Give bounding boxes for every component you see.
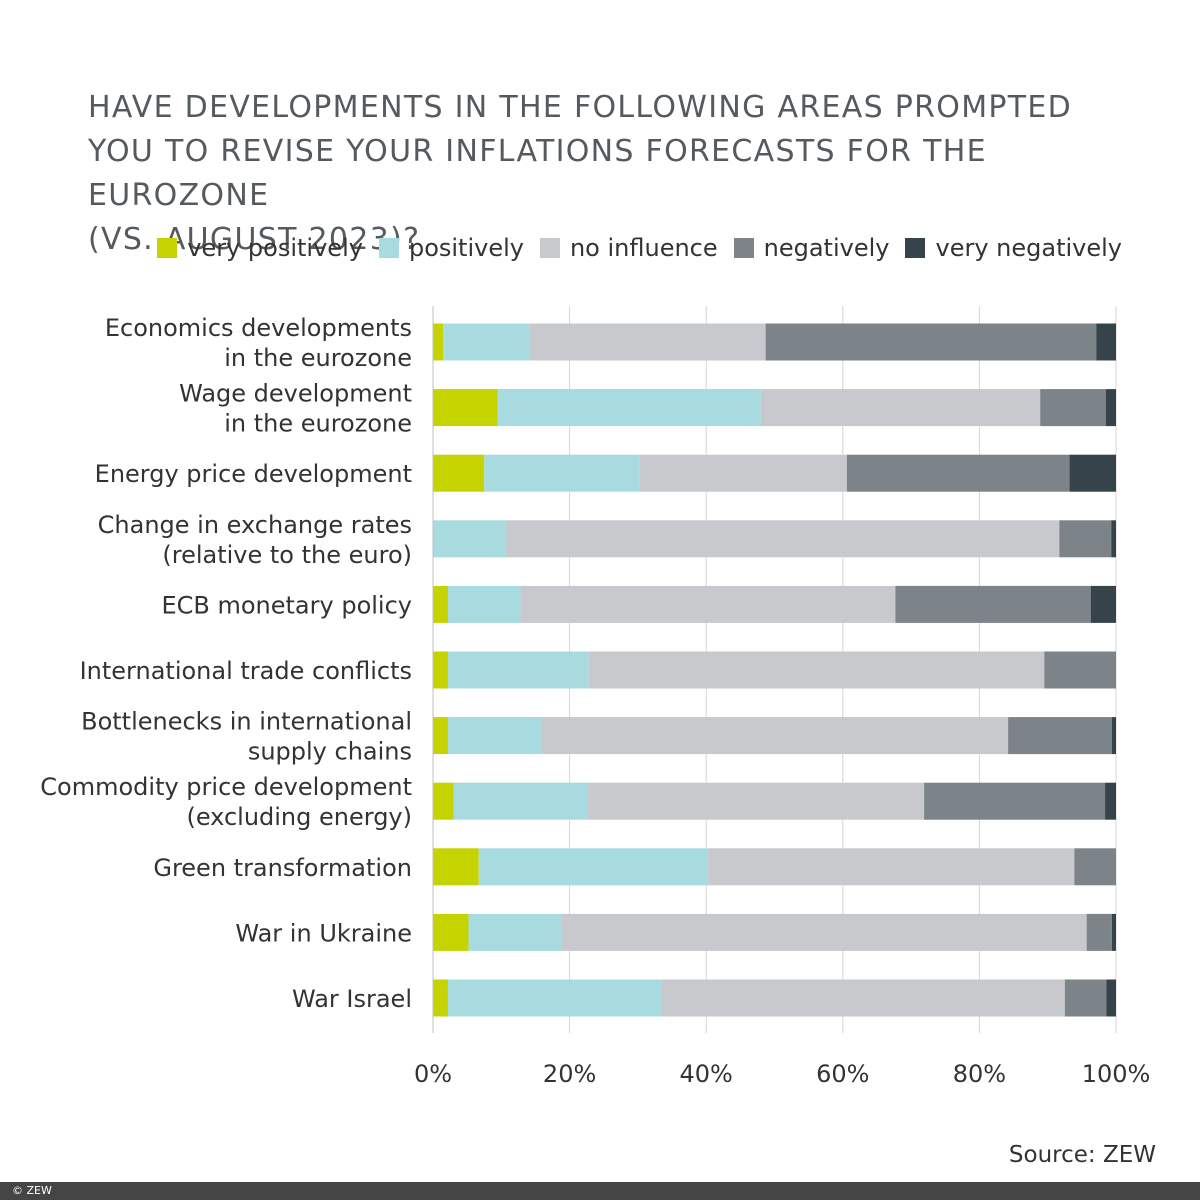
legend-item-no-influence: no influence — [539, 234, 718, 262]
bar-segment-negatively — [1086, 913, 1112, 951]
bar-segment-very-negatively — [1111, 913, 1116, 951]
bar-segment-positively — [448, 979, 662, 1017]
copyright-text: © ZEW — [12, 1184, 52, 1197]
category-label: ECB monetary policy — [161, 591, 412, 619]
bar-segment-positively — [443, 323, 530, 361]
bar-segment-negatively — [846, 454, 1070, 492]
bar-segment-very-positively — [433, 782, 454, 820]
x-tick-label: 0% — [414, 1060, 452, 1088]
legend-label-negatively: negatively — [763, 234, 890, 262]
bar-segment-very-negatively — [1111, 717, 1116, 755]
category-label: International trade conflicts — [80, 657, 412, 685]
legend-label-very-positively: very positively — [187, 234, 363, 262]
title-line-2: YOU TO REVISE YOUR INFLATIONS FORECASTS … — [88, 134, 987, 213]
category-label: (relative to the euro) — [162, 541, 412, 569]
bar-segment-no-influence — [661, 979, 1065, 1017]
bar-segment-no-influence — [588, 782, 925, 820]
x-tick-label: 100% — [1082, 1060, 1151, 1088]
source-note: Source: ZEW — [1008, 1142, 1156, 1168]
bar-segment-negatively — [1059, 520, 1112, 558]
bar-segment-very-negatively — [1111, 520, 1116, 558]
legend-item-very-negatively: very negatively — [905, 234, 1122, 262]
category-label: War Israel — [292, 985, 412, 1013]
bar-segment-positively — [497, 389, 761, 427]
category-label: Change in exchange rates — [98, 511, 412, 539]
bar-segment-positively — [448, 717, 541, 755]
bar-segment-negatively — [1044, 651, 1116, 689]
legend-swatch-positively — [378, 238, 399, 258]
legend-label-positively: positively — [408, 234, 524, 262]
bar-segment-positively — [453, 782, 589, 820]
bar-segment-very-negatively — [1106, 979, 1116, 1017]
bar-segment-very-positively — [433, 848, 479, 886]
category-label: in the eurozone — [224, 344, 412, 372]
category-label: Energy price development — [95, 460, 412, 488]
bar-segment-very-negatively — [1105, 389, 1116, 427]
bar-segment-no-influence — [540, 717, 1009, 755]
legend-item-positively: positively — [378, 234, 524, 262]
bar-segment-very-positively — [433, 454, 485, 492]
bar-segment-no-influence — [520, 585, 896, 623]
bar-segment-no-influence — [505, 520, 1060, 558]
bar-segment-very-positively — [433, 585, 449, 623]
bar-segment-very-positively — [433, 979, 449, 1017]
bar-segment-very-negatively — [1096, 323, 1116, 361]
bar-segment-positively — [433, 520, 506, 558]
category-label: War in Ukraine — [235, 919, 412, 947]
bar-segment-very-positively — [433, 913, 469, 951]
category-label: Economics developments — [105, 314, 412, 342]
bar-segment-very-negatively — [1105, 782, 1116, 820]
bar-segment-positively — [448, 651, 589, 689]
chart-title: HAVE DEVELOPMENTS IN THE FOLLOWING AREAS… — [88, 86, 1168, 262]
bar-segment-negatively — [895, 585, 1091, 623]
category-label: supply chains — [248, 738, 412, 766]
copyright-bar: © ZEW — [0, 1182, 1200, 1200]
title-line-1: HAVE DEVELOPMENTS IN THE FOLLOWING AREAS… — [88, 90, 1073, 125]
bar-segment-negatively — [924, 782, 1106, 820]
category-label: (excluding energy) — [186, 803, 412, 831]
bar-segment-no-influence — [760, 389, 1041, 427]
category-label: Bottlenecks in international — [81, 708, 412, 736]
bar-segment-very-negatively — [1090, 585, 1116, 623]
bar-segment-no-influence — [588, 651, 1045, 689]
bar-segment-very-positively — [433, 389, 498, 427]
bar-segment-positively — [468, 913, 562, 951]
bar-segment-no-influence — [708, 848, 1075, 886]
bar-segment-no-influence — [639, 454, 847, 492]
x-tick-label: 20% — [543, 1060, 596, 1088]
bar-segment-negatively — [1008, 717, 1112, 755]
x-tick-label: 80% — [953, 1060, 1006, 1088]
bar-segment-very-negatively — [1069, 454, 1116, 492]
bar-segment-positively — [484, 454, 640, 492]
bar-segment-very-positively — [433, 717, 449, 755]
category-label: Green transformation — [153, 854, 412, 882]
legend-swatch-very-negatively — [905, 238, 926, 258]
bar-segment-negatively — [765, 323, 1097, 361]
title-line-3: (VS. AUGUST 2023)? — [88, 222, 421, 257]
bar-segment-negatively — [1074, 848, 1116, 886]
chart-legend: very positively positively no influence … — [141, 230, 1122, 266]
bar-segment-very-positively — [433, 323, 444, 361]
bar-segment-negatively — [1064, 979, 1107, 1017]
bar-segment-no-influence — [561, 913, 1087, 951]
legend-swatch-negatively — [733, 238, 754, 258]
bar-segment-positively — [478, 848, 709, 886]
bar-segment-very-positively — [433, 651, 449, 689]
legend-label-very-negatively: very negatively — [935, 234, 1122, 262]
legend-swatch-very-positively — [157, 238, 178, 258]
legend-item-very-positively: very positively — [157, 234, 363, 262]
category-label: in the eurozone — [224, 410, 412, 438]
legend-item-negatively: negatively — [733, 234, 890, 262]
legend-label-no-influence: no influence — [569, 234, 718, 262]
bar-segment-no-influence — [529, 323, 766, 361]
bar-segment-positively — [448, 585, 521, 623]
category-label: Wage development — [179, 380, 412, 408]
category-label: Commodity price development — [40, 773, 412, 801]
legend-swatch-no-influence — [539, 238, 560, 258]
x-tick-label: 40% — [680, 1060, 733, 1088]
bar-segment-negatively — [1040, 389, 1106, 427]
x-tick-label: 60% — [816, 1060, 869, 1088]
